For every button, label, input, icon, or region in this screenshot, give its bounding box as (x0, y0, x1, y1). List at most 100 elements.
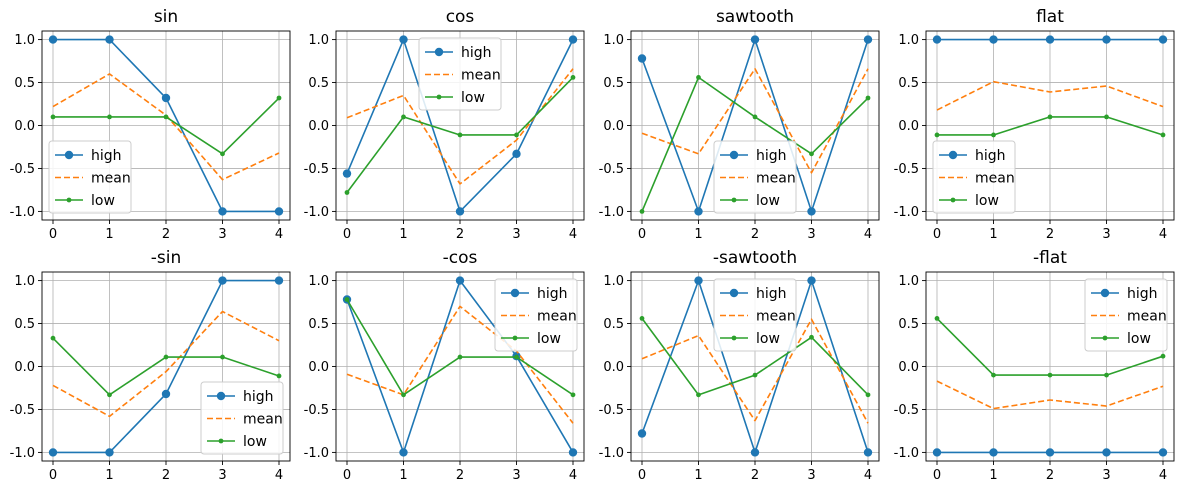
data-point-high (1045, 448, 1055, 457)
y-tick-label: 0.5 (898, 317, 919, 332)
panel-1: 0 1 2 3 4 1.0 0.5 0.0 -0.5 -1.0 sin high mean low (10, 7, 291, 242)
x-tick-label: 3 (807, 468, 815, 483)
legend-label-mean: mean (537, 309, 577, 325)
data-point-low (865, 95, 871, 101)
x-tick-label: 2 (751, 227, 759, 242)
data-point-high (48, 35, 58, 44)
data-point-high (399, 35, 408, 44)
x-tick-label: 1 (989, 468, 997, 483)
x-tick-label: 4 (275, 468, 283, 483)
x-tick-label: 1 (399, 468, 407, 483)
y-tick-label: -1.0 (599, 205, 624, 220)
data-point-high (105, 448, 114, 457)
data-point-low (1160, 132, 1166, 138)
data-point-low (401, 114, 406, 120)
x-tick-label: 4 (864, 227, 872, 242)
legend-label-mean: mean (756, 309, 796, 325)
y-tick-label: -1.0 (599, 446, 624, 461)
x-tick-label: 4 (569, 227, 577, 242)
data-point-high (637, 54, 647, 63)
data-point-low (991, 372, 996, 378)
data-point-low (809, 334, 814, 340)
legend-label-low: low (756, 331, 780, 347)
data-point-low (639, 209, 645, 214)
data-point-low (457, 354, 463, 360)
series-line-mean (52, 310, 280, 418)
legend-label-high: high (91, 148, 122, 164)
y-tick-label: -0.5 (599, 162, 624, 177)
data-point-high (1102, 35, 1111, 44)
legend-marker-high (510, 288, 520, 298)
legend-label-low: low (975, 193, 999, 209)
panel-3: 0 1 2 3 4 1.0 0.5 0.0 -0.5 -1.0 sawtooth high mean lo… (599, 7, 880, 242)
legend-marker-low (436, 94, 442, 100)
legend-label-mean: mean (975, 171, 1015, 187)
legend-label-low: low (537, 331, 561, 347)
data-point-high (218, 207, 227, 216)
x-tick-label: 3 (512, 468, 520, 483)
y-tick-label: -0.5 (599, 403, 624, 418)
x-tick-label: 0 (933, 468, 941, 483)
y-tick-label: -1.0 (894, 205, 919, 220)
x-tick-label: 0 (49, 227, 57, 242)
y-tick-label: -1.0 (10, 205, 35, 220)
legend-label-low: low (461, 90, 485, 106)
legend-marker-low (1102, 335, 1108, 341)
y-tick-label: -0.5 (894, 403, 919, 418)
legend-label-high: high (756, 148, 787, 164)
y-tick-label: 1.0 (308, 274, 329, 289)
x-tick-label: 3 (218, 227, 226, 242)
data-point-high (807, 276, 816, 285)
y-tick-label: 0.5 (603, 76, 624, 91)
data-point-low (514, 354, 519, 360)
data-point-low (344, 297, 350, 302)
y-tick-label: -1.0 (894, 446, 919, 461)
data-point-low (220, 354, 225, 360)
panel-title: sawtooth (716, 7, 794, 27)
series-line-mean (641, 318, 869, 424)
legend-label-low: low (756, 193, 780, 209)
y-tick-label: 0.5 (308, 76, 329, 91)
legend-marker-low (731, 335, 737, 341)
x-tick-label: 0 (638, 227, 646, 242)
data-point-low (1047, 114, 1053, 120)
y-tick-label: -0.5 (894, 162, 919, 177)
data-point-low (570, 392, 576, 398)
y-tick-label: -0.5 (10, 162, 35, 177)
x-tick-label: 1 (989, 227, 997, 242)
y-tick-label: -1.0 (10, 446, 35, 461)
legend-marker-high (948, 150, 958, 160)
data-point-low (514, 132, 519, 138)
legend: high mean low (713, 278, 797, 352)
legend-label-mean: mean (91, 171, 131, 187)
y-tick-label: 0.5 (898, 76, 919, 91)
data-point-high (512, 149, 521, 159)
data-point-high (218, 276, 227, 285)
data-point-high (161, 93, 171, 103)
legend-marker-low (731, 197, 737, 203)
legend: high mean low (418, 37, 502, 111)
data-point-high (932, 35, 942, 44)
legend-label-high: high (1127, 286, 1158, 302)
legend: high mean low (48, 140, 132, 214)
y-tick-label: 0.0 (308, 360, 329, 375)
data-point-high (105, 35, 114, 44)
x-tick-label: 3 (807, 227, 815, 242)
y-tick-label: 1.0 (14, 274, 35, 289)
y-tick-label: 1.0 (898, 274, 919, 289)
legend-label-high: high (461, 45, 492, 61)
data-point-low (220, 151, 225, 157)
x-tick-label: 2 (1046, 227, 1054, 242)
data-point-high (750, 35, 760, 44)
data-point-low (752, 114, 758, 120)
panel-7: 0 1 2 3 4 1.0 0.5 0.0 -0.5 -1.0 -sawtooth high mean l… (599, 248, 880, 483)
y-tick-label: 1.0 (898, 33, 919, 48)
legend: high mean low (932, 140, 1016, 214)
y-tick-label: -0.5 (304, 162, 329, 177)
data-point-low (107, 392, 112, 398)
data-point-low (696, 392, 701, 398)
legend-marker-low (66, 197, 72, 203)
data-point-high (455, 276, 465, 285)
data-point-low (276, 95, 282, 101)
data-point-low (991, 132, 996, 138)
